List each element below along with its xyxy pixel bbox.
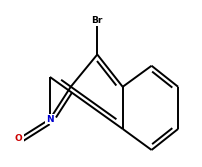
Text: Br: Br [91,16,102,25]
Text: N: N [46,115,54,124]
Text: O: O [15,134,22,143]
